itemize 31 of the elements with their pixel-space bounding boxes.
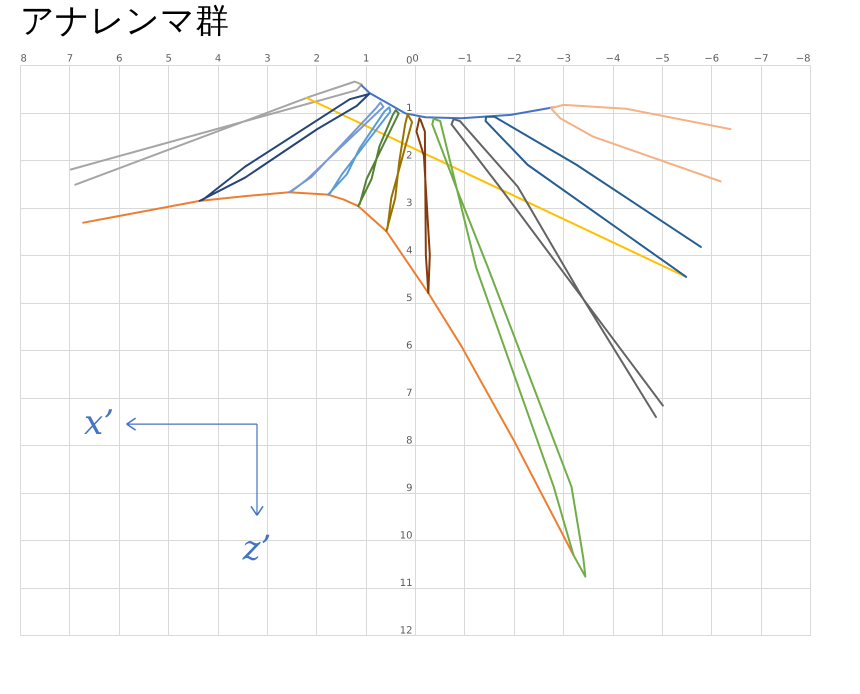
x-tick-label: 4 (214, 54, 222, 64)
x-tick-label: −1 (458, 54, 472, 64)
x-tick-label: −3 (556, 54, 571, 64)
y-tick-label: 2 (406, 150, 412, 162)
x-tick-label: −4 (606, 54, 620, 64)
y-tick-label: 9 (406, 483, 412, 494)
x-tick-label: 6 (116, 54, 122, 64)
x-tick-label: −7 (754, 54, 768, 64)
x-tick-label: −5 (655, 54, 670, 64)
x-tick-label: −8 (796, 54, 810, 64)
y-tick-label: 3 (406, 198, 412, 209)
x-tick-label: −2 (506, 54, 522, 64)
x-tick-label: 7 (66, 54, 74, 64)
y-tick-label: 11 (400, 578, 412, 589)
x-tick-label: 1 (362, 54, 370, 64)
y-tick-label: 12 (400, 626, 412, 636)
y-tick-label: 4 (406, 246, 412, 256)
x-tick-label: 8 (20, 54, 27, 64)
y-tick-label: 6 (406, 340, 412, 352)
annotation: x’ (84, 403, 114, 444)
x-tick-label: −6 (704, 54, 720, 64)
y-tick-label: 1 (406, 103, 412, 114)
y-tick-label: 7 (406, 388, 412, 399)
chart-title: アナレンマ群 (20, 1, 229, 41)
x-tick-label: 2 (314, 54, 320, 64)
y-tick-label: 5 (406, 293, 412, 304)
y-tick-label: 10 (400, 530, 412, 542)
annotation: z’ (242, 528, 272, 568)
y-tick-label: 8 (406, 436, 412, 446)
x-tick-label: 3 (264, 54, 271, 64)
x-tick-label: 5 (165, 54, 172, 64)
